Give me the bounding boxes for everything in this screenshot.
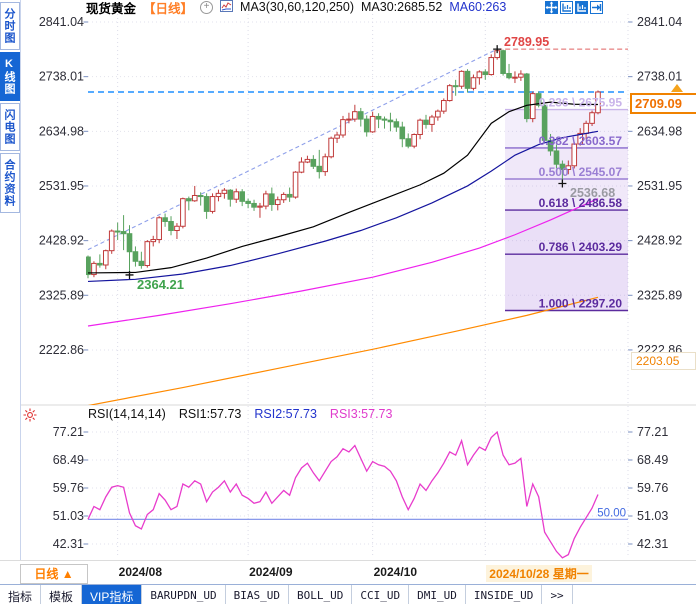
x-axis-label: 2024/08 bbox=[118, 565, 163, 579]
svg-text:2536.68: 2536.68 bbox=[570, 186, 615, 200]
svg-text:2841.04: 2841.04 bbox=[39, 15, 84, 29]
indicator-tab-BOLL_UD[interactable]: BOLL_UD bbox=[289, 585, 353, 604]
svg-text:68.49: 68.49 bbox=[53, 453, 84, 467]
chart-toolbar bbox=[545, 1, 603, 14]
svg-text:2738.01: 2738.01 bbox=[39, 70, 84, 84]
main-chart-window-icon[interactable] bbox=[560, 1, 573, 14]
price-up-arrow-icon bbox=[671, 84, 683, 92]
svg-text:51.03: 51.03 bbox=[53, 509, 84, 523]
svg-text:0.786 \ 2403.29: 0.786 \ 2403.29 bbox=[539, 240, 623, 254]
date-axis-row: 日线 ▲ 2024/08 2024/09 2024/10 2024/10/28 星期一 bbox=[0, 560, 696, 585]
svg-text:2531.95: 2531.95 bbox=[39, 179, 84, 193]
svg-text:0.382 \ 2603.57: 0.382 \ 2603.57 bbox=[539, 134, 623, 148]
svg-text:2841.04: 2841.04 bbox=[637, 15, 682, 29]
current-price-badge: 2709.09 bbox=[630, 93, 696, 114]
svg-text:0.236 \ 2675.95: 0.236 \ 2675.95 bbox=[539, 96, 623, 110]
svg-text:2428.92: 2428.92 bbox=[637, 234, 682, 248]
svg-text:2325.89: 2325.89 bbox=[637, 288, 682, 302]
sidebar-tab-合约资料[interactable]: 合约资料 bbox=[0, 153, 20, 213]
crosshair-icon[interactable] bbox=[545, 1, 558, 14]
add-indicator-icon[interactable]: + bbox=[200, 0, 214, 14]
indicator-tab-BIAS_UD[interactable]: BIAS_UD bbox=[226, 585, 289, 604]
indicator-tab-模板[interactable]: 模板 bbox=[41, 585, 83, 604]
svg-text:77.21: 77.21 bbox=[637, 425, 668, 439]
svg-text:2634.98: 2634.98 bbox=[637, 124, 682, 138]
ma60-value-label: MA60:263 bbox=[449, 0, 507, 14]
indicator-tab-CCI_UD[interactable]: CCI_UD bbox=[352, 585, 410, 604]
rsi1-value-label: RSI1:57.73 bbox=[178, 407, 242, 421]
sidebar-tab-分时图[interactable]: 分时图 bbox=[0, 2, 20, 50]
x-axis-label: 2024/09 bbox=[249, 565, 293, 579]
ma60-line bbox=[87, 130, 599, 283]
svg-text:0.618 \ 2486.58: 0.618 \ 2486.58 bbox=[539, 196, 623, 210]
x-axis-label: 2024/10 bbox=[373, 565, 418, 579]
rsi-line bbox=[87, 430, 599, 559]
sub-chart-window-active-icon[interactable] bbox=[575, 1, 588, 14]
svg-text:77.21: 77.21 bbox=[53, 425, 84, 439]
candlestick-series bbox=[86, 49, 601, 279]
svg-text:42.31: 42.31 bbox=[53, 537, 84, 551]
shift-right-icon[interactable] bbox=[590, 1, 603, 14]
ma30-line bbox=[87, 101, 598, 274]
svg-text:59.76: 59.76 bbox=[637, 481, 668, 495]
ma30-value-label: MA30:2685.52 bbox=[361, 0, 443, 14]
rsi3-value-label: RSI3:57.73 bbox=[329, 407, 393, 421]
indicator-tab-bar: 指标 模板 VIP指标 BARUPDN_UD BIAS_UD BOLL_UD CCI_UD D… bbox=[0, 584, 696, 604]
left-sidebar: 分时图 K线图 闪电图 合约资料 bbox=[0, 0, 21, 560]
svg-text:50.00: 50.00 bbox=[597, 507, 626, 519]
svg-text:2222.86: 2222.86 bbox=[39, 343, 84, 357]
indicator-tab-BARUPDN_UD[interactable]: BARUPDN_UD bbox=[142, 585, 226, 604]
indicator-tab->>[interactable]: >> bbox=[542, 585, 573, 604]
svg-text:42.31: 42.31 bbox=[637, 537, 668, 551]
svg-text:2789.95: 2789.95 bbox=[504, 35, 549, 49]
ma-settings-label: MA3(30,60,120,250) bbox=[240, 0, 354, 14]
svg-text:2428.92: 2428.92 bbox=[39, 234, 84, 248]
svg-text:59.76: 59.76 bbox=[53, 481, 84, 495]
chart-title-bar: 现货黄金 【日线】 + MA3(30,60,120,250) MA30:2685… bbox=[86, 0, 507, 16]
svg-text:2634.98: 2634.98 bbox=[39, 124, 84, 138]
lower-axis-badge: 2203.05 bbox=[631, 352, 696, 370]
period-label: 【日线】 bbox=[143, 1, 194, 16]
x-axis-label-current: 2024/10/28 星期一 bbox=[486, 565, 592, 582]
svg-text:2325.89: 2325.89 bbox=[39, 288, 84, 302]
svg-text:2738.01: 2738.01 bbox=[637, 70, 682, 84]
indicator-tab-指标[interactable]: 指标 bbox=[0, 585, 42, 604]
symbol-name: 现货黄金 bbox=[86, 1, 137, 16]
svg-text:0.500 \ 2545.07: 0.500 \ 2545.07 bbox=[539, 165, 623, 179]
indicator-tab-INSIDE_UD[interactable]: INSIDE_UD bbox=[466, 585, 543, 604]
mini-chart-icon[interactable] bbox=[220, 0, 234, 15]
ma250-line bbox=[87, 296, 599, 405]
svg-text:1.000 \ 2297.20: 1.000 \ 2297.20 bbox=[539, 297, 623, 311]
sidebar-tab-K线图[interactable]: K线图 bbox=[0, 52, 20, 101]
rsi-header: RSI(14,14,14) RSI1:57.73 RSI2:57.73 RSI3… bbox=[88, 407, 392, 421]
sidebar-tab-闪电图[interactable]: 闪电图 bbox=[0, 103, 20, 151]
svg-text:2531.95: 2531.95 bbox=[637, 179, 682, 193]
rsi-params-label: RSI(14,14,14) bbox=[88, 407, 166, 421]
period-selector[interactable]: 日线 ▲ bbox=[20, 564, 88, 584]
indicator-settings-icon[interactable] bbox=[23, 408, 37, 427]
svg-text:68.49: 68.49 bbox=[637, 453, 668, 467]
svg-text:2364.21: 2364.21 bbox=[137, 277, 184, 292]
indicator-tab-DMI_UD[interactable]: DMI_UD bbox=[409, 585, 466, 604]
rsi2-value-label: RSI2:57.73 bbox=[254, 407, 317, 421]
svg-text:51.03: 51.03 bbox=[637, 509, 668, 523]
indicator-tab-VIP指标[interactable]: VIP指标 bbox=[82, 585, 143, 604]
ma120-line bbox=[87, 198, 599, 327]
